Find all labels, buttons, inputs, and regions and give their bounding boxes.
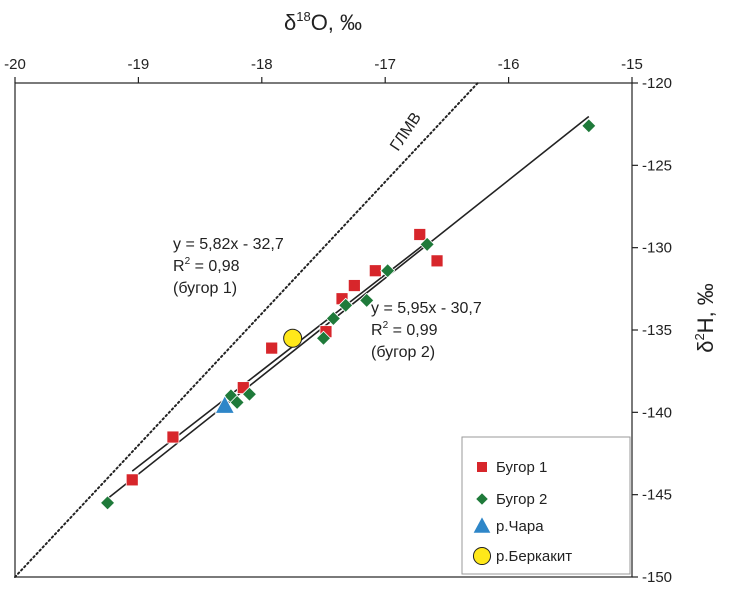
legend-marker-2 — [472, 515, 492, 534]
point-diamond-8 — [380, 263, 396, 279]
y-tick-label-1: -125 — [642, 157, 672, 174]
x-tick-label-3: -17 — [374, 56, 396, 73]
point-diamond-9 — [419, 236, 435, 252]
legend-marker-0 — [476, 461, 488, 473]
point-square-3 — [265, 341, 279, 355]
point-square-8 — [413, 228, 427, 241]
eq2-r2: R2 = 0,99 — [371, 320, 438, 339]
y-axis-title: δ2H, ‰ — [692, 283, 718, 353]
point-square-7 — [368, 264, 382, 278]
point-square-0 — [125, 473, 139, 487]
y-axis-title-sup: 2 — [692, 333, 707, 340]
eq2-r-sup: 2 — [383, 320, 389, 331]
eq2-r-value: = 0,99 — [388, 322, 437, 339]
eq1-r-value: = 0,98 — [190, 258, 239, 275]
line-бугор-1 — [131, 245, 423, 472]
legend-marker-1 — [475, 492, 489, 506]
point-triangle-0 — [214, 394, 235, 414]
eq2-r: R — [371, 322, 383, 339]
y-tick-label-2: -130 — [642, 240, 672, 257]
eq1-formula: y = 5,82x - 32,7 — [173, 236, 284, 253]
legend-label-2: р.Чара — [496, 518, 544, 535]
point-square-6 — [347, 279, 361, 292]
point-diamond-7 — [359, 292, 375, 308]
eq2-formula: y = 5,95x - 30,7 — [371, 300, 482, 317]
legend-label-0: Бугор 1 — [496, 459, 547, 476]
point-diamond-10 — [581, 118, 597, 134]
equation-bugor-1: y = 5,82x - 32,7 R2 = 0,98 (бугор 1) — [173, 236, 284, 297]
legend-label-1: Бугор 2 — [496, 491, 547, 508]
y-tick-label-5: -145 — [642, 487, 672, 504]
x-tick-label-5: -15 — [621, 56, 643, 73]
eq2-group: (бугор 2) — [371, 344, 435, 361]
x-axis-title-rest: O, ‰ — [311, 10, 362, 35]
point-diamond-4 — [315, 330, 332, 346]
y-tick-label-6: -150 — [642, 569, 672, 586]
eq1-group: (бугор 1) — [173, 280, 237, 297]
data-points — [99, 118, 597, 511]
eq1-r: R — [173, 258, 185, 275]
legend-label-3: р.Беркакит — [496, 548, 572, 565]
x-tick-label-2: -18 — [251, 56, 273, 73]
x-axis-title: δ18O, ‰ — [284, 9, 362, 35]
y-axis-title-delta: δ — [693, 341, 718, 353]
x-tick-label-1: -19 — [128, 56, 150, 73]
y-axis-title-rest: H, ‰ — [693, 283, 718, 333]
x-tick-label-0: -20 — [4, 56, 26, 73]
legend: Бугор 1 Бугор 2 р.Чара р.Беркакит — [461, 436, 631, 575]
point-diamond-3 — [241, 386, 258, 402]
point-square-1 — [166, 430, 180, 444]
point-diamond-6 — [338, 297, 354, 313]
point-diamond-2 — [229, 394, 245, 411]
x-axis-title-sup: 18 — [296, 9, 310, 24]
point-diamond-5 — [325, 310, 341, 327]
eq1-r-sup: 2 — [185, 256, 191, 267]
legend-box — [461, 436, 631, 575]
gmwl-label: ГЛМВ — [387, 110, 425, 155]
point-diamond-0 — [99, 495, 116, 511]
line-ГЛМВ — [14, 82, 479, 578]
y-tick-label-4: -140 — [642, 404, 672, 421]
x-axis-ticks: -20 -19 -18 -17 -16 -15 — [4, 56, 643, 83]
point-circle-0 — [283, 328, 303, 348]
x-axis-title-delta: δ — [284, 10, 296, 35]
point-square-9 — [430, 254, 444, 268]
legend-items: Бугор 1 Бугор 2 р.Чара р.Беркакит — [472, 459, 572, 566]
y-tick-label-3: -135 — [642, 322, 672, 339]
equation-bugor-2: y = 5,95x - 30,7 R2 = 0,99 (бугор 2) — [371, 300, 482, 361]
legend-marker-3 — [472, 546, 492, 566]
y-axis-ticks: -120 -125 -130 -135 -140 -145 -150 — [632, 75, 672, 586]
y-tick-label-0: -120 — [642, 75, 672, 92]
x-tick-label-4: -16 — [498, 56, 520, 73]
eq1-r2: R2 = 0,98 — [173, 256, 240, 275]
